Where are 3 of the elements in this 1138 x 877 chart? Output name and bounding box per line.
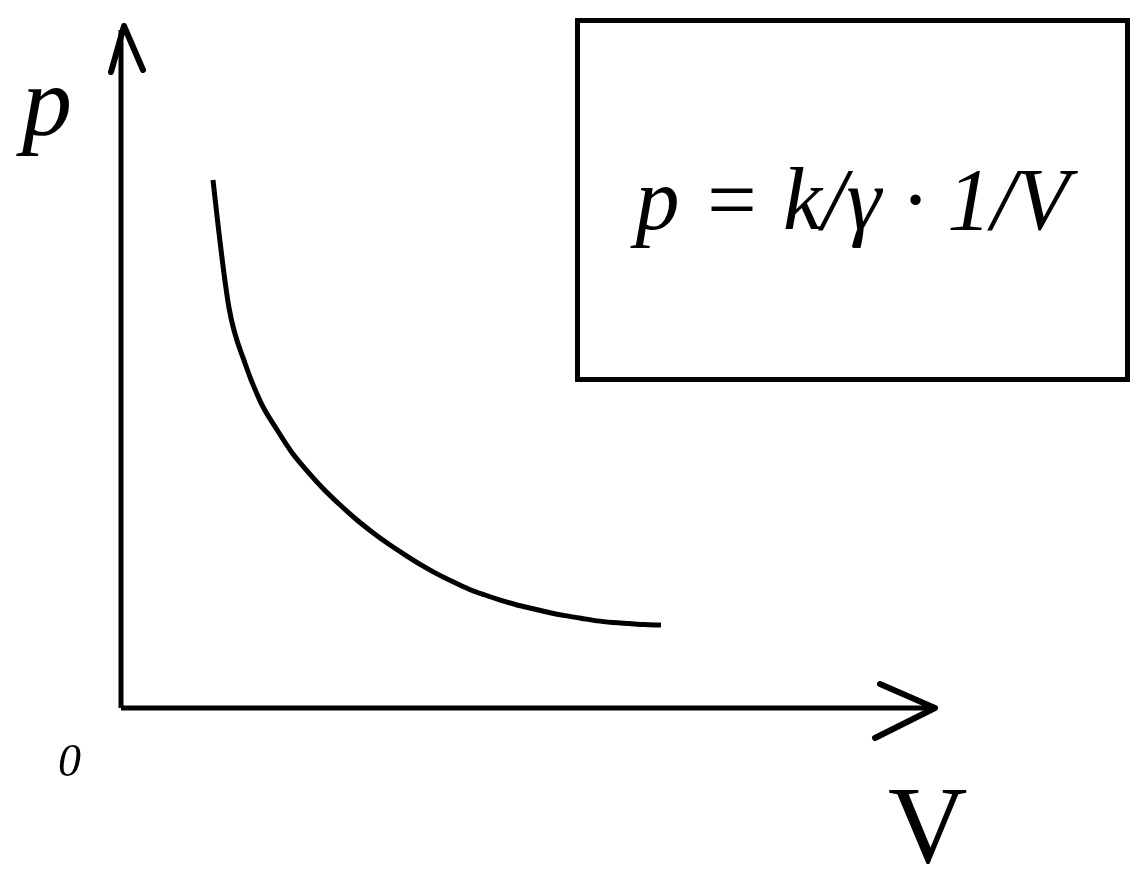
x-axis-title: V [888, 764, 968, 877]
text: 0 [58, 735, 81, 786]
annotation-frame: p = k/γ · 1/V [575, 18, 1130, 382]
